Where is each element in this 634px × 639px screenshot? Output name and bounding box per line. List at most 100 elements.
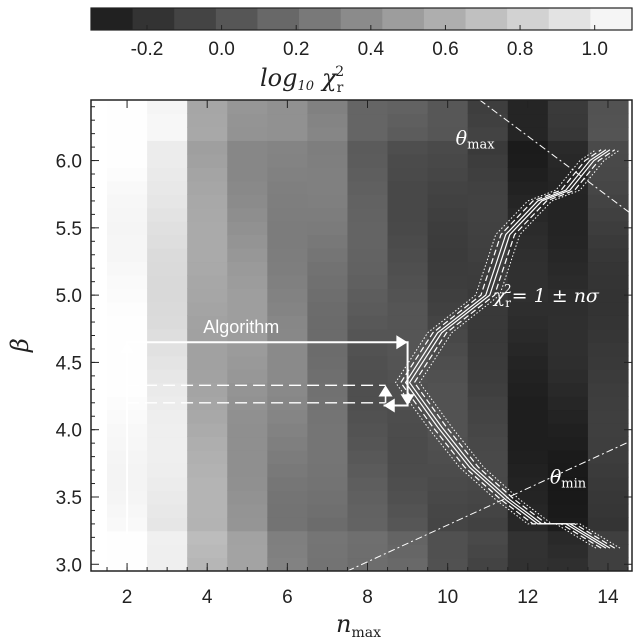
axis-ticks xyxy=(91,100,632,571)
colorbar xyxy=(90,7,633,31)
heatmap-cell xyxy=(347,463,389,478)
heatmap-cell xyxy=(387,100,429,115)
algorithm-label: Algorithm xyxy=(203,317,279,337)
heatmap-cell xyxy=(307,436,349,451)
heatmap-cell xyxy=(227,207,268,222)
heatmap-cell xyxy=(307,167,349,182)
heatmap-cell xyxy=(227,382,268,397)
heatmap-cell xyxy=(227,221,268,236)
heatmap-cell xyxy=(307,328,349,343)
heatmap-cell xyxy=(507,261,549,276)
heatmap-cell xyxy=(307,274,349,289)
heatmap-cell xyxy=(347,530,389,545)
theta-max-label: θmax xyxy=(456,127,496,152)
heatmap-cell xyxy=(267,153,308,168)
heatmap-cell xyxy=(347,153,389,168)
colorbar-tick-label: 0.6 xyxy=(432,39,458,60)
heatmap-cell xyxy=(267,517,308,532)
heatmap-cell xyxy=(387,126,429,141)
heatmap-cell xyxy=(187,476,228,491)
heatmap-cell xyxy=(467,396,509,411)
heatmap-cell xyxy=(467,194,509,209)
heatmap-cell xyxy=(387,449,429,464)
heatmap-cell xyxy=(587,369,629,384)
heatmap-cell xyxy=(267,261,308,276)
x-tick-label: 2 xyxy=(122,587,133,608)
heatmap-cell xyxy=(347,369,389,384)
colorbar-swatch xyxy=(382,8,425,30)
heatmap-cell xyxy=(267,449,308,464)
heatmap-cell xyxy=(147,194,188,209)
heatmap-cell xyxy=(347,301,389,316)
heatmap-cell xyxy=(147,463,188,478)
heatmap-cell xyxy=(507,436,549,451)
heatmap-cell xyxy=(347,490,389,505)
heatmap-cell xyxy=(547,126,589,141)
heatmap-cell xyxy=(307,261,349,276)
x-tick-label: 4 xyxy=(202,587,213,608)
heatmap-cell xyxy=(147,557,188,571)
heatmap-cell xyxy=(227,503,268,518)
colorbar-swatch xyxy=(257,8,300,30)
colorbar-frame xyxy=(90,7,633,31)
heatmap-cell xyxy=(587,167,629,182)
heatmap-cell xyxy=(267,396,308,411)
heatmap-cell xyxy=(347,180,389,195)
heatmap-cell xyxy=(547,113,589,128)
heatmap-cell xyxy=(267,113,308,128)
heatmap-cell xyxy=(307,234,349,249)
heatmap-cell xyxy=(547,557,589,571)
heatmap-cell xyxy=(267,140,308,155)
heatmap-cell xyxy=(267,207,308,222)
heatmap-cell xyxy=(267,328,308,343)
contour-chi: χ xyxy=(492,285,507,307)
heatmap-cell xyxy=(467,530,509,545)
heatmap-cell xyxy=(427,355,469,370)
heatmap-cell xyxy=(467,315,509,330)
heatmap-cell xyxy=(467,382,509,397)
heatmap-cell xyxy=(547,234,589,249)
heatmap-cell xyxy=(187,490,228,505)
heatmap-cell xyxy=(147,315,188,330)
colorbar-tick-label: 0.0 xyxy=(208,39,234,60)
heatmap-cell xyxy=(507,544,549,559)
heatmap-cell xyxy=(547,194,589,209)
heatmap-cell xyxy=(547,436,589,451)
heatmap-cell xyxy=(147,126,188,141)
heatmap-cell xyxy=(547,207,589,222)
heatmap-cell xyxy=(307,517,349,532)
heatmap-cell xyxy=(227,517,268,532)
heatmap-cell xyxy=(107,274,148,289)
heatmap-cell xyxy=(427,436,469,451)
heatmap-cell xyxy=(547,422,589,438)
heatmap-cell xyxy=(587,328,629,343)
heatmap-cell xyxy=(147,207,188,222)
heatmap-cell xyxy=(187,207,228,222)
heatmap-cell xyxy=(427,369,469,384)
heatmap-cell xyxy=(427,234,469,249)
heatmap-cell xyxy=(427,530,469,545)
heatmap-cell xyxy=(307,248,349,263)
heatmap-cell xyxy=(387,113,429,128)
heatmap-cell xyxy=(107,301,148,316)
heatmap-cell xyxy=(347,449,389,464)
heatmap-cell xyxy=(427,476,469,491)
contour-solid-left xyxy=(404,149,607,549)
heatmap-cell xyxy=(147,355,188,370)
colorbar-title-chi-sup: 2 xyxy=(335,64,344,80)
heatmap-cell xyxy=(187,449,228,464)
heatmap-cell xyxy=(227,288,268,303)
heatmap-cell xyxy=(427,248,469,263)
heatmap-cell xyxy=(467,221,509,236)
heatmap-cell xyxy=(347,436,389,451)
algorithm-arrow-left xyxy=(383,398,395,413)
heatmap-cell xyxy=(587,234,629,249)
colorbar-tick-label: 1.0 xyxy=(581,39,607,60)
heatmap-cell xyxy=(307,180,349,195)
heatmap-cell xyxy=(427,544,469,559)
heatmap-cell xyxy=(227,530,268,545)
heatmap-cell xyxy=(467,369,509,384)
heatmap-cell xyxy=(467,503,509,518)
heatmap-cell xyxy=(427,126,469,141)
heatmap-cell xyxy=(467,153,509,168)
